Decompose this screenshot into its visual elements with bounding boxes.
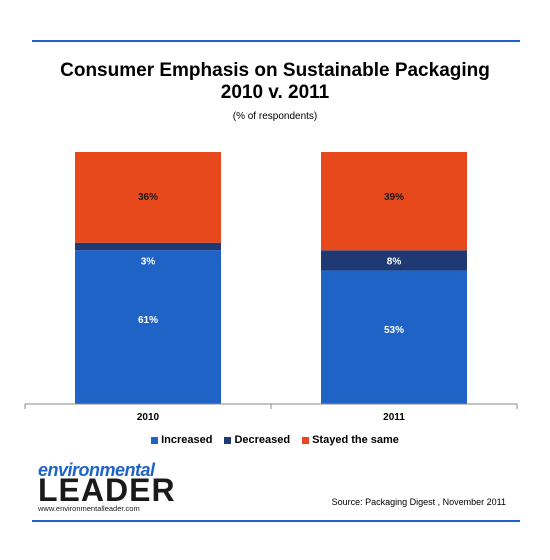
legend-item-decreased: Decreased — [224, 434, 290, 446]
data-label-2011-increased: 53% — [384, 325, 404, 336]
legend-swatch-same — [302, 436, 310, 444]
legend-label-decreased: Decreased — [234, 434, 291, 446]
chart-subtitle: (% of respondents) — [232, 111, 318, 122]
legend-label-increased: Increased — [161, 434, 213, 446]
legend-swatch-increased — [151, 436, 159, 444]
data-label-2010-decreased: 3% — [141, 256, 156, 267]
bottom-rule — [32, 520, 520, 522]
top-rule — [32, 40, 520, 42]
bar-2011-stayed-the-same — [321, 152, 467, 251]
x-tick-label-2011: 2011 — [383, 412, 405, 423]
legend-label-same: Stayed the same — [312, 434, 399, 446]
logo-environmental-text: environmental — [38, 460, 155, 480]
bar-2011-decreased — [321, 250, 467, 271]
data-label-2010-increased: 61% — [138, 315, 158, 326]
source-note: Source: Packaging Digest , November 2011 — [331, 497, 506, 507]
x-tick-label-2010: 2010 — [137, 412, 160, 423]
bar-2010-increased — [75, 250, 221, 404]
legend-item-same: Stayed the same — [302, 434, 399, 446]
legend-swatch-decreased — [224, 436, 232, 444]
legend-item-increased: Increased — [151, 434, 212, 446]
bar-2010-decreased — [75, 242, 221, 251]
data-label-2011-decreased: 8% — [387, 256, 402, 267]
logo-url-text: www.environmentalleader.com — [38, 504, 140, 513]
chart-title-line1: Consumer Emphasis on Sustainable Packagi… — [60, 60, 490, 81]
bar-2011-increased — [321, 270, 467, 404]
environmental-leader-logo: environmental LEADER www.environmentalle… — [38, 460, 175, 513]
logo-leader-text: LEADER — [38, 472, 176, 508]
data-label-2010-stayed-the-same: 36% — [138, 192, 158, 203]
legend: Increased Decreased Stayed the same — [0, 434, 550, 446]
data-label-2011-stayed-the-same: 39% — [384, 192, 404, 203]
chart-title-line2: 2010 v. 2011 — [220, 82, 330, 103]
bar-2010-stayed-the-same — [75, 152, 221, 243]
